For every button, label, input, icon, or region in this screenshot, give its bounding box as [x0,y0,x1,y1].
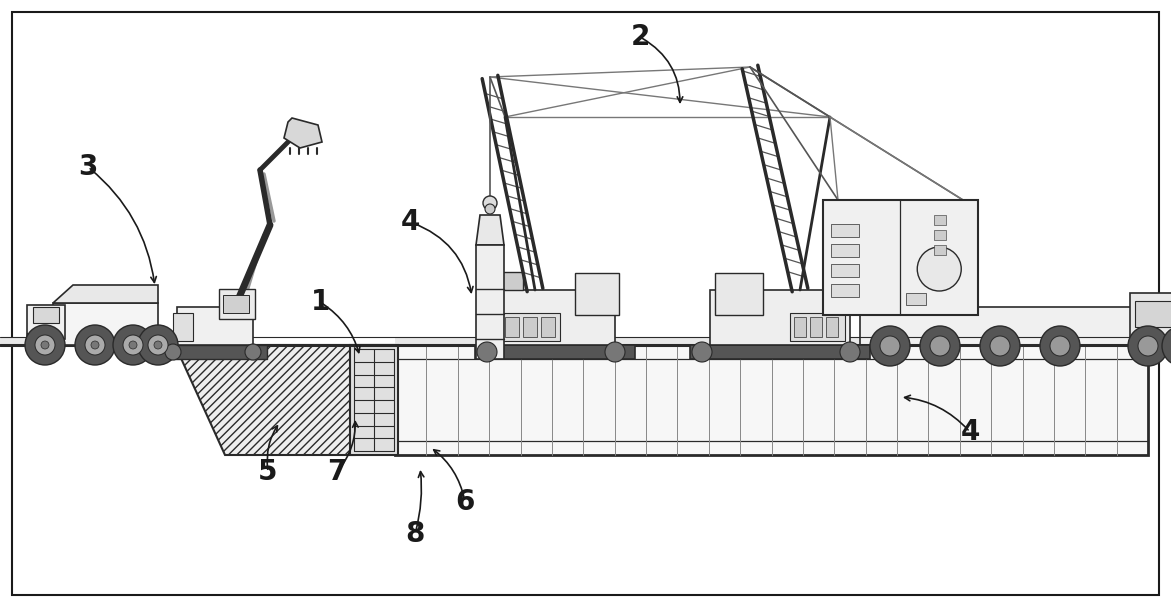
Circle shape [165,344,182,360]
Bar [934,230,946,240]
Bar [1135,301,1171,327]
Bar [475,345,635,359]
Circle shape [477,342,497,362]
Text: 7: 7 [328,458,347,486]
Bar [27,305,66,339]
Bar [710,290,850,345]
Bar [505,317,519,337]
Circle shape [930,336,950,356]
Circle shape [129,341,137,349]
Text: 4: 4 [400,208,419,236]
Circle shape [989,336,1011,356]
Polygon shape [174,345,395,455]
Bar [831,224,860,237]
Bar [575,273,619,315]
Circle shape [35,335,55,355]
Bar [690,345,870,359]
Text: 4: 4 [960,418,980,446]
Text: 3: 3 [78,153,97,181]
Circle shape [920,326,960,366]
Bar [860,307,1141,345]
Circle shape [85,335,105,355]
Circle shape [245,344,261,360]
Circle shape [123,335,143,355]
Polygon shape [285,118,322,148]
Bar [831,264,860,277]
Bar [33,307,59,323]
Bar [848,272,878,290]
Bar [163,345,267,359]
Bar [790,313,845,341]
Circle shape [1128,326,1167,366]
Bar [715,273,763,315]
Circle shape [91,341,100,349]
Circle shape [1050,336,1070,356]
Text: 6: 6 [456,488,474,516]
Bar [173,313,193,341]
Bar [53,303,158,345]
Bar [177,307,253,345]
Circle shape [41,341,49,349]
Text: 2: 2 [630,23,650,51]
Circle shape [148,335,167,355]
Circle shape [917,247,961,291]
Circle shape [75,325,115,365]
Bar [395,345,1148,455]
Bar [831,284,860,297]
Bar [493,272,523,290]
Circle shape [482,196,497,210]
Bar [541,317,555,337]
Text: 1: 1 [310,288,329,316]
Text: 5: 5 [259,458,278,486]
Bar [475,245,504,359]
Bar [350,345,398,455]
Polygon shape [475,215,504,245]
Circle shape [138,325,178,365]
Circle shape [155,341,162,349]
Bar [906,293,926,305]
Circle shape [605,342,625,362]
Circle shape [1138,336,1158,356]
Bar [1130,293,1171,345]
Polygon shape [53,285,158,303]
Bar [826,317,838,337]
Bar [395,337,1148,345]
Circle shape [1162,326,1171,366]
Circle shape [879,336,900,356]
Bar [794,317,806,337]
Bar [831,244,860,257]
Bar [500,313,560,341]
Circle shape [1040,326,1080,366]
Bar [222,295,249,313]
Circle shape [485,204,495,214]
Text: 8: 8 [405,520,425,548]
Bar [523,317,537,337]
Bar [823,200,978,315]
Bar [495,290,615,345]
Bar [0,337,174,345]
Bar [810,317,822,337]
Bar [934,245,946,255]
Circle shape [112,325,153,365]
Bar [934,215,946,225]
Circle shape [980,326,1020,366]
Circle shape [870,326,910,366]
Circle shape [25,325,66,365]
Circle shape [840,342,860,362]
Bar [219,289,255,319]
Circle shape [692,342,712,362]
